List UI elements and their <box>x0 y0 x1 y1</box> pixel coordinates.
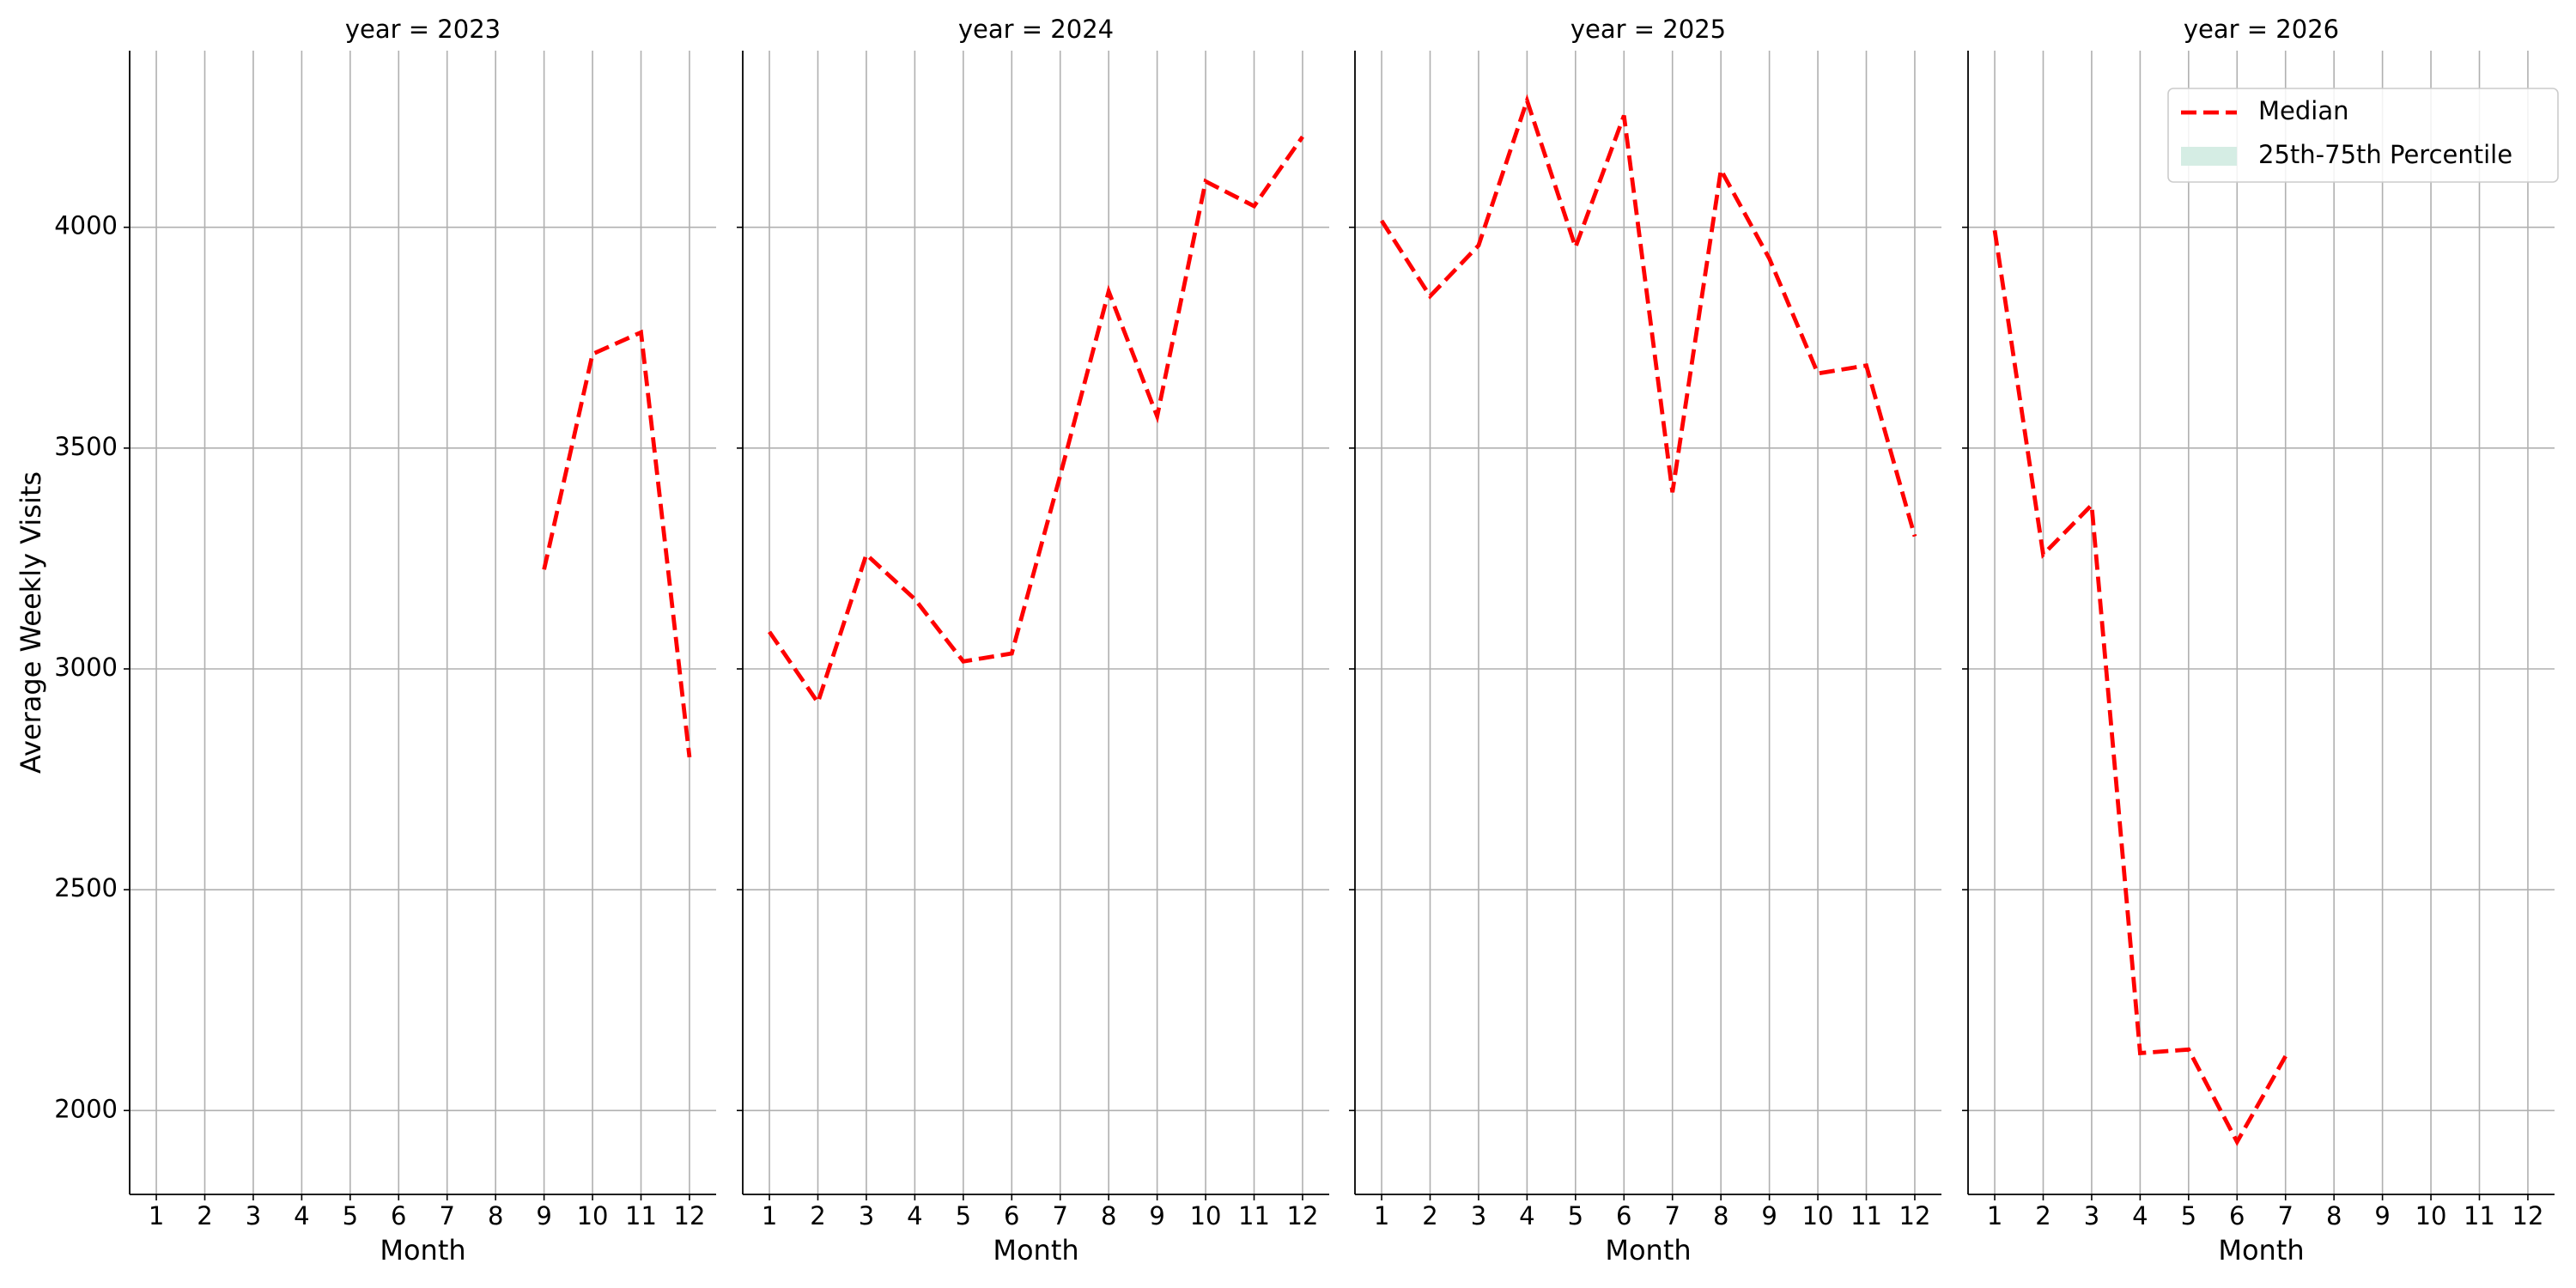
x-tick-label: 2 <box>810 1201 825 1230</box>
y-tick-label: 3000 <box>54 653 118 682</box>
x-tick-label: 5 <box>1568 1201 1583 1230</box>
x-tick-label: 10 <box>2415 1201 2447 1230</box>
x-tick-label: 5 <box>343 1201 358 1230</box>
x-tick-label: 8 <box>2326 1201 2342 1230</box>
x-tick-label: 5 <box>956 1201 971 1230</box>
y-tick-label: 3500 <box>54 432 118 461</box>
x-tick-label: 3 <box>246 1201 261 1230</box>
x-tick-label: 11 <box>2464 1201 2495 1230</box>
x-tick-label: 9 <box>1761 1201 1777 1230</box>
x-tick-label: 6 <box>1004 1201 1019 1230</box>
x-tick-label: 9 <box>2374 1201 2390 1230</box>
x-axis-label: Month <box>993 1234 1078 1267</box>
x-tick-label: 8 <box>1713 1201 1728 1230</box>
x-tick-label: 3 <box>2084 1201 2099 1230</box>
legend-label: 25th-75th Percentile <box>2258 140 2512 169</box>
legend-swatch <box>2181 147 2237 166</box>
panel-title: year = 2026 <box>2184 15 2339 44</box>
median-line <box>542 329 692 758</box>
y-tick-label: 4000 <box>54 211 118 240</box>
x-tick-label: 7 <box>439 1201 454 1230</box>
x-tick-label: 9 <box>1149 1201 1164 1230</box>
legend: Median 25th-75th Percentile <box>2167 88 2559 183</box>
x-tick-label: 11 <box>1238 1201 1270 1230</box>
median-line <box>768 135 1304 708</box>
x-tick-label: 3 <box>859 1201 874 1230</box>
legend-label: Median <box>2258 96 2348 125</box>
x-tick-label: 4 <box>907 1201 922 1230</box>
x-tick-label: 12 <box>674 1201 706 1230</box>
x-tick-label: 10 <box>1190 1201 1222 1230</box>
x-tick-label: 1 <box>762 1201 777 1230</box>
x-tick-label: 1 <box>1987 1201 2002 1230</box>
x-tick-label: 6 <box>2229 1201 2245 1230</box>
x-tick-label: 7 <box>2277 1201 2293 1230</box>
x-tick-label: 5 <box>2181 1201 2196 1230</box>
x-axis-label: Month <box>2218 1234 2304 1267</box>
x-tick-label: 10 <box>577 1201 609 1230</box>
median-line <box>1992 229 2287 1146</box>
x-tick-label: 8 <box>488 1201 503 1230</box>
x-tick-label: 1 <box>1374 1201 1389 1230</box>
x-tick-label: 10 <box>1802 1201 1834 1230</box>
x-tick-label: 2 <box>2035 1201 2050 1230</box>
x-tick-label: 6 <box>1616 1201 1631 1230</box>
legend-box <box>2167 88 2559 183</box>
x-tick-label: 4 <box>2132 1201 2148 1230</box>
x-tick-label: 1 <box>149 1201 164 1230</box>
x-tick-label: 7 <box>1052 1201 1067 1230</box>
panel-title: year = 2023 <box>345 15 501 44</box>
y-axis-label: Average Weekly Visits <box>15 471 47 774</box>
panel-title: year = 2024 <box>958 15 1114 44</box>
x-tick-label: 8 <box>1101 1201 1116 1230</box>
x-axis-label: Month <box>1605 1234 1691 1267</box>
x-tick-label: 11 <box>1850 1201 1882 1230</box>
x-tick-label: 2 <box>1422 1201 1437 1230</box>
x-tick-label: 4 <box>294 1201 309 1230</box>
x-tick-label: 3 <box>1471 1201 1486 1230</box>
panel-title: year = 2025 <box>1571 15 1726 44</box>
x-tick-label: 4 <box>1519 1201 1534 1230</box>
y-tick-label: 2500 <box>54 873 118 902</box>
x-tick-label: 9 <box>536 1201 551 1230</box>
x-tick-label: 12 <box>1899 1201 1931 1230</box>
x-tick-label: 12 <box>2512 1201 2544 1230</box>
x-tick-label: 6 <box>391 1201 406 1230</box>
median-line <box>1380 94 1917 538</box>
x-tick-label: 2 <box>197 1201 212 1230</box>
y-tick-label: 2000 <box>54 1094 118 1123</box>
x-tick-label: 11 <box>625 1201 657 1230</box>
x-axis-label: Month <box>380 1234 465 1267</box>
x-tick-label: 7 <box>1664 1201 1680 1230</box>
x-tick-label: 12 <box>1287 1201 1319 1230</box>
